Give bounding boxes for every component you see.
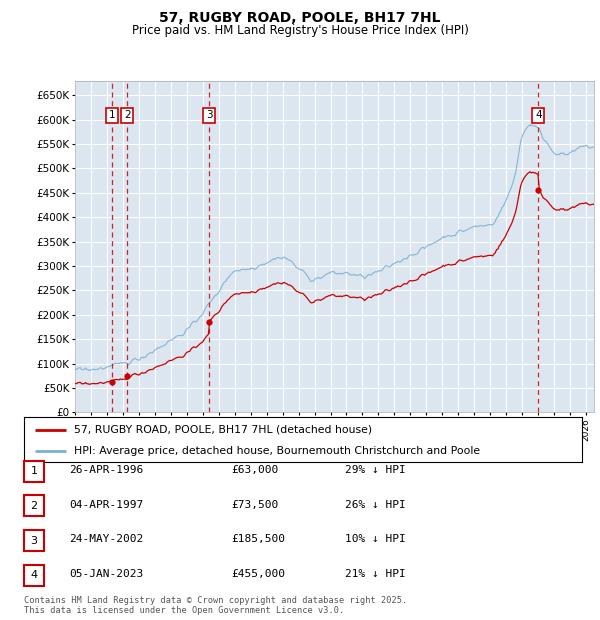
Text: 1: 1: [31, 466, 37, 476]
Text: 57, RUGBY ROAD, POOLE, BH17 7HL: 57, RUGBY ROAD, POOLE, BH17 7HL: [159, 11, 441, 25]
FancyBboxPatch shape: [24, 565, 44, 586]
FancyBboxPatch shape: [24, 461, 44, 482]
Text: 10% ↓ HPI: 10% ↓ HPI: [345, 534, 406, 544]
Text: 21% ↓ HPI: 21% ↓ HPI: [345, 569, 406, 579]
Text: 24-MAY-2002: 24-MAY-2002: [69, 534, 143, 544]
Text: 26% ↓ HPI: 26% ↓ HPI: [345, 500, 406, 510]
Text: 2: 2: [124, 110, 131, 120]
Text: 57, RUGBY ROAD, POOLE, BH17 7HL (detached house): 57, RUGBY ROAD, POOLE, BH17 7HL (detache…: [74, 425, 373, 435]
FancyBboxPatch shape: [24, 495, 44, 516]
Text: Price paid vs. HM Land Registry's House Price Index (HPI): Price paid vs. HM Land Registry's House …: [131, 24, 469, 37]
Text: £73,500: £73,500: [231, 500, 278, 510]
Text: 05-JAN-2023: 05-JAN-2023: [69, 569, 143, 579]
Text: 4: 4: [535, 110, 542, 120]
Text: 26-APR-1996: 26-APR-1996: [69, 465, 143, 475]
FancyBboxPatch shape: [24, 530, 44, 551]
Text: 1: 1: [109, 110, 115, 120]
Text: Contains HM Land Registry data © Crown copyright and database right 2025.
This d: Contains HM Land Registry data © Crown c…: [24, 596, 407, 615]
Text: £63,000: £63,000: [231, 465, 278, 475]
Text: 3: 3: [206, 110, 212, 120]
Text: £455,000: £455,000: [231, 569, 285, 579]
Text: 3: 3: [31, 536, 37, 546]
Text: 4: 4: [31, 570, 37, 580]
Text: £185,500: £185,500: [231, 534, 285, 544]
Text: HPI: Average price, detached house, Bournemouth Christchurch and Poole: HPI: Average price, detached house, Bour…: [74, 446, 481, 456]
Text: 29% ↓ HPI: 29% ↓ HPI: [345, 465, 406, 475]
Text: 2: 2: [31, 501, 37, 511]
Text: 04-APR-1997: 04-APR-1997: [69, 500, 143, 510]
